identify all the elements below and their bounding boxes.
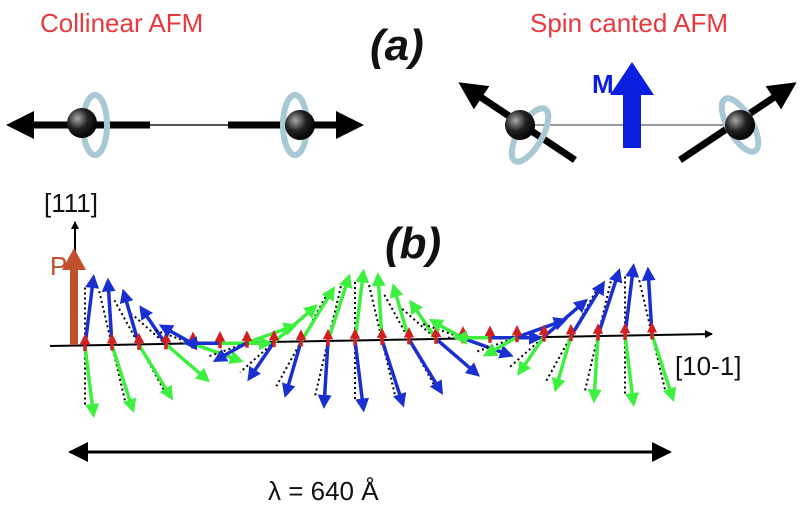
spin-blue [101,277,116,346]
spin-green [587,335,602,404]
spin-blue [407,338,443,395]
spin-blue [353,340,370,413]
spin-green [409,299,438,340]
polarization-label: P [50,251,67,281]
spin-green [428,319,464,340]
spin-green [389,283,411,340]
spin-blue [380,339,407,408]
canted-afm: M [458,62,797,165]
panel-label: (a) [370,21,424,70]
spin-green [517,335,546,376]
spin-green [272,304,319,344]
spin-green [83,345,100,418]
polarization-arrow [62,248,86,345]
spin-blue [119,288,141,346]
wavelength-label: λ = 640 Å [268,476,379,506]
spin-blue [212,341,248,362]
spin-green [353,268,370,341]
spin-blue [434,337,481,377]
spin-blue [596,268,623,337]
horizontal-axis-label: [10-1] [675,351,742,381]
spin-blue [158,324,194,346]
spin-blue [317,340,332,409]
left-title: Collinear AFM [40,8,203,38]
spin-blue [281,341,303,398]
spin-green [650,333,677,402]
right-title: Spin canted AFM [530,8,728,38]
wavelength-arrow [68,442,672,462]
spin-green [623,334,640,407]
spin-green [371,272,386,341]
spin-green [482,335,518,357]
spin-blue [542,298,589,338]
panel-label: (b) [385,219,441,268]
spin-blue [623,263,640,336]
spin-green [551,335,573,393]
vertical-axis-label: [111] [44,188,98,218]
spin-blue [83,274,100,347]
spin-green [326,273,353,342]
spin-blue [641,266,656,335]
spin-green [110,344,137,413]
spin-green [164,343,211,383]
moment-label: M [592,69,614,99]
spin-chain [79,263,677,418]
spin-green [137,343,173,401]
spin-blue [247,341,276,382]
collinear-afm [6,92,364,158]
